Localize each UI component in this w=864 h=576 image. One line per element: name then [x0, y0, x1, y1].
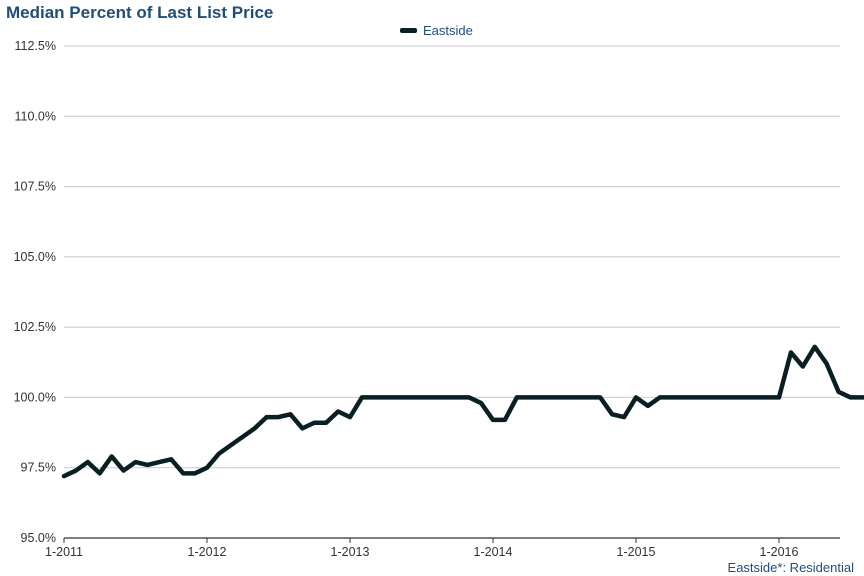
x-tick-label: 1-2013: [331, 545, 370, 559]
legend-label-eastside: Eastside: [423, 23, 473, 38]
legend-swatch-eastside: [400, 28, 417, 33]
y-tick-label: 110.0%: [15, 109, 56, 123]
y-tick-label: 112.5%: [15, 39, 56, 53]
x-tick-label: 1-2012: [188, 545, 227, 559]
x-tick-label: 1-2015: [617, 545, 656, 559]
legend: Eastside: [400, 23, 473, 38]
y-tick-label: 97.5%: [21, 461, 56, 475]
y-tick-label: 105.0%: [14, 250, 56, 264]
series-line-eastside: [61, 344, 864, 479]
y-tick-label: 102.5%: [14, 320, 56, 334]
footer-note: Eastside*: Residential: [727, 560, 854, 575]
y-tick-label: 100.0%: [14, 390, 56, 404]
x-tick-label: 1-2011: [45, 545, 83, 559]
x-tick-label: 1-2016: [760, 545, 799, 559]
x-tick-label: 1-2014: [474, 545, 513, 559]
y-tick-label: 95.0%: [21, 531, 56, 545]
chart-title: Median Percent of Last List Price: [6, 3, 274, 22]
y-tick-label: 107.5%: [14, 180, 56, 194]
